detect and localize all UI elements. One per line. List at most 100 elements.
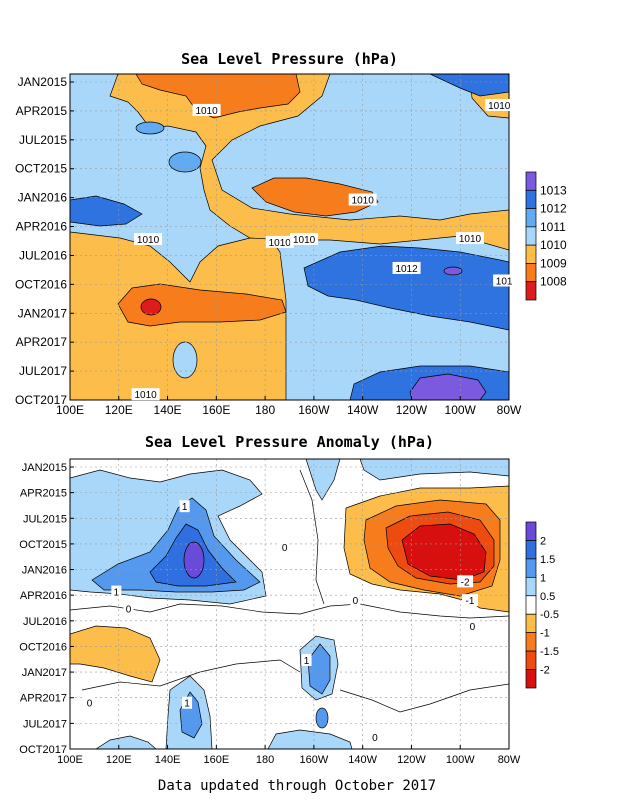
y-tick-label: JUL2016 <box>23 616 67 628</box>
x-tick-label: 160W <box>298 403 330 417</box>
contour-label-text: 101 <box>496 276 513 287</box>
y-tick-label: APR2016 <box>16 220 68 234</box>
colorbar-swatch <box>525 208 537 228</box>
colorbar-label: -1.5 <box>540 646 559 658</box>
colorbar-swatch <box>525 595 537 615</box>
contour-label-text: 1010 <box>459 234 482 245</box>
y-tick-label: JUL2016 <box>19 248 67 262</box>
contour-label-bg <box>111 585 122 598</box>
field-region-pos-0.5-dateline <box>305 459 341 501</box>
field-region-neg-2 <box>401 523 487 581</box>
footer-note: Data updated through October 2017 <box>158 778 436 794</box>
contour-label: 0 <box>279 541 290 554</box>
x-tick-label: 120E <box>105 403 133 417</box>
contour-label-text: 1010 <box>137 235 160 246</box>
contour-label: 1010 <box>348 193 377 207</box>
contour-label-bg <box>348 193 377 206</box>
colorbar-label: 1009 <box>540 256 567 270</box>
contour-label-text: 1010 <box>488 101 511 112</box>
y-tick-label: JAN2017 <box>18 306 68 320</box>
contour-label-text: 1010 <box>134 390 157 401</box>
colorbar-label: 0.5 <box>540 591 555 603</box>
field-region-1009-top <box>135 74 301 119</box>
colorbar-swatch <box>525 576 537 597</box>
contour-label: 1010 <box>265 235 294 249</box>
colorbar-label: 1.5 <box>540 554 555 566</box>
contour-label: 0 <box>123 602 134 616</box>
field-region-1012-east <box>303 245 509 331</box>
y-tick-label: OCT2017 <box>15 393 67 407</box>
colorbar-swatch <box>525 540 537 560</box>
field-region-1008 <box>140 298 162 316</box>
contour-label-bg <box>279 541 290 554</box>
y-tick-label: JAN2016 <box>18 191 68 205</box>
field-region-1013-b <box>409 373 487 400</box>
contour-label: 1010 <box>131 388 160 401</box>
y-tick-label: JUL2015 <box>19 133 67 147</box>
chart-1-x-ticks: 100E 120E 140E 160E 180 160W 140W 120W 100W 80W <box>56 396 522 417</box>
contour-label-bg <box>265 235 294 248</box>
y-tick-label: OCT2016 <box>19 641 67 653</box>
field-region-1011-a <box>135 121 165 135</box>
contour-label-bg <box>123 602 134 615</box>
colorbar-label: 1008 <box>540 275 567 289</box>
y-tick-label: JAN2015 <box>22 462 67 474</box>
colorbar-label: 1 <box>540 572 546 584</box>
contour-label-bg <box>369 730 380 743</box>
colorbar-swatch <box>525 613 537 634</box>
chart-2-title: Sea Level Pressure Anomaly (hPa) <box>145 433 434 451</box>
colorbar-swatch <box>525 281 537 301</box>
chart-1-colorbar: 1013 1012 1011 1010 1009 1008 <box>525 171 567 301</box>
contour-label-text: 1 <box>184 699 190 710</box>
chart-1-field <box>70 74 509 400</box>
chart-1-title: Sea Level Pressure (hPa) <box>181 50 398 68</box>
contour-label-bg <box>467 619 478 632</box>
x-tick-label: 80W <box>497 403 522 417</box>
colorbar-swatch <box>525 226 537 246</box>
field-region-pos-1-central <box>307 643 331 695</box>
contour-label: 0 <box>467 619 478 633</box>
contour-label-bg <box>392 261 421 274</box>
contour-label-text: 1010 <box>195 106 218 117</box>
y-tick-label: OCT2016 <box>15 277 67 291</box>
y-tick-label: JUL2015 <box>23 513 67 525</box>
field-region-pos-2 <box>183 541 205 579</box>
contour-label-text: 1 <box>304 656 310 667</box>
y-tick-label: JAN2017 <box>22 667 67 679</box>
contour-label-text: 1012 <box>395 264 418 275</box>
x-tick-label: 140E <box>154 403 182 417</box>
y-tick-label: OCT2015 <box>19 539 67 551</box>
x-tick-label: 120W <box>397 754 426 766</box>
field-region-1013-a <box>443 266 463 276</box>
chart-2-x-ticks: 100E 120E 140E 160E 180 160W 140W 120W 100W 80W <box>57 745 521 766</box>
colorbar-swatch <box>525 558 537 578</box>
y-tick-label: OCT2015 <box>15 162 67 176</box>
contour-label-bg <box>301 653 312 666</box>
field-region-1011-c <box>172 341 198 379</box>
contour-label: 1 <box>182 696 193 710</box>
y-tick-label: APR2017 <box>16 335 68 349</box>
chart-1-y-ticks: JAN2015 APR2015 JUL2015 OCT2015 JAN2016 APR20… <box>15 75 74 407</box>
x-tick-label: 140W <box>347 403 379 417</box>
x-tick-label: 160W <box>300 754 329 766</box>
colorbar-swatch <box>525 171 537 191</box>
contour-label: 1 <box>179 500 190 513</box>
field-region-pos-0.5-bottom-left <box>95 735 157 749</box>
y-tick-label: JAN2015 <box>18 75 68 89</box>
contour-label-text: -1 <box>466 596 475 607</box>
contour-label-bg <box>179 500 190 513</box>
x-tick-label: 100E <box>57 754 83 766</box>
field-region-1009-lower <box>117 283 287 327</box>
contour-label: 1 <box>111 585 122 599</box>
contour-label-bg <box>134 233 163 246</box>
chart-1-grid <box>70 74 509 400</box>
contour-label: 1010 <box>455 232 484 245</box>
chart-2-field <box>70 459 509 749</box>
colorbar-label: 1011 <box>540 220 566 234</box>
contour-label-text: 0 <box>372 733 378 744</box>
colorbar-label: 2 <box>540 535 546 547</box>
colorbar-swatch <box>525 244 537 264</box>
colorbar-label: -1 <box>540 628 550 640</box>
contour-label-text: 0 <box>126 605 132 616</box>
